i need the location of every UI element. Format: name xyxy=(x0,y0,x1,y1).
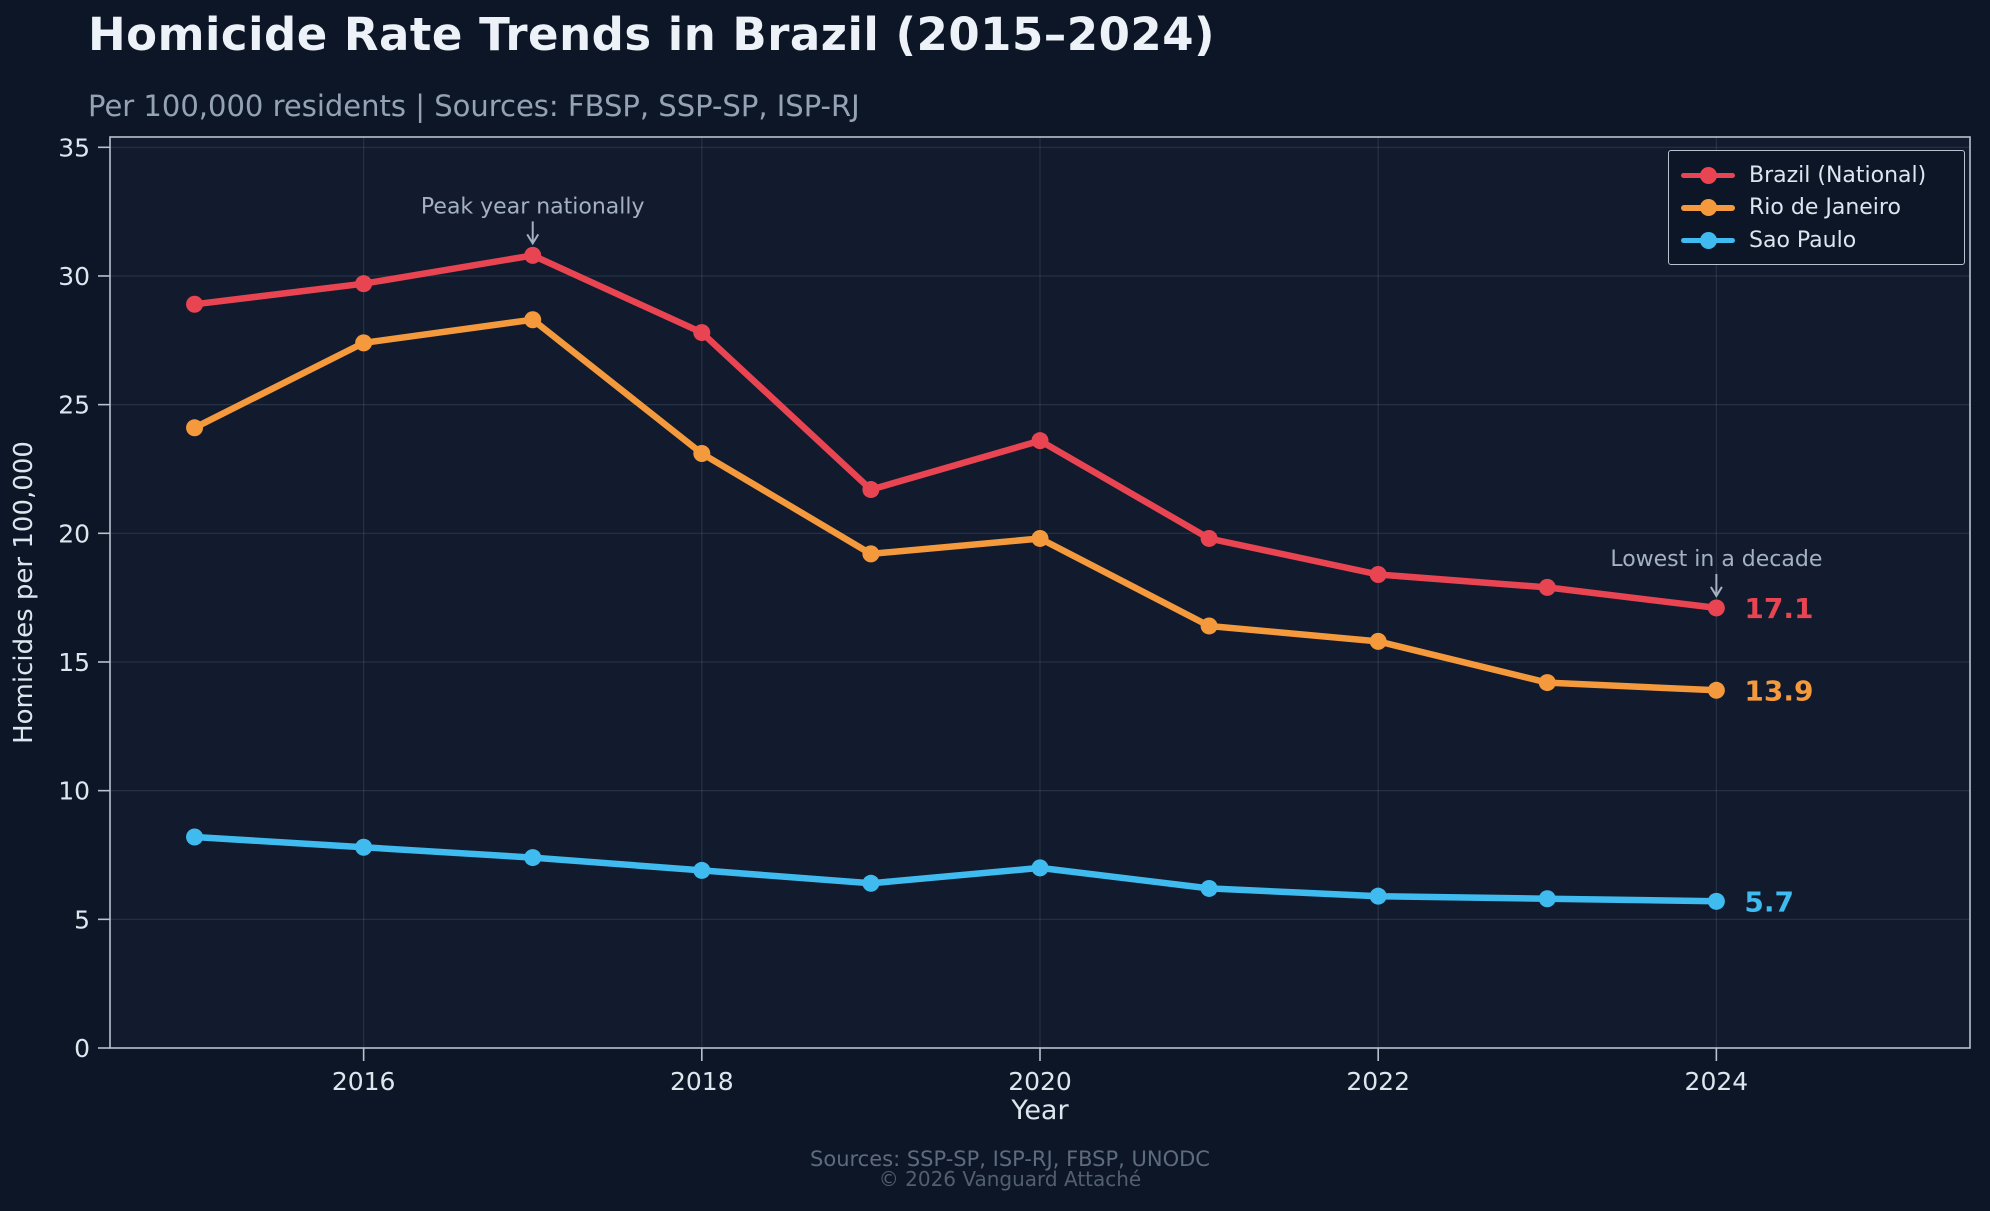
data-point-sao-paulo-2020 xyxy=(1031,859,1049,877)
series-line-brazil-national xyxy=(191,252,1720,612)
y-tick-label-10: 10 xyxy=(58,777,90,806)
data-point-sao-paulo-2019 xyxy=(862,874,880,892)
data-point-rio-de-janeiro-2020 xyxy=(1031,529,1049,547)
y-tick-label-25: 25 xyxy=(58,391,90,420)
data-point-rio-de-janeiro-2017 xyxy=(524,311,542,329)
end-value-label-sao-paulo: 5.7 xyxy=(1744,885,1794,918)
data-point-rio-de-janeiro-2024 xyxy=(1707,681,1725,699)
end-value-label-rio-de-janeiro: 13.9 xyxy=(1744,674,1813,707)
data-point-sao-paulo-2017 xyxy=(524,849,542,867)
x-tick-label-2022: 2022 xyxy=(1346,1067,1410,1096)
data-point-brazil-national-2024 xyxy=(1707,599,1725,617)
x-tick-label-2024: 2024 xyxy=(1685,1067,1749,1096)
y-tick-label-0: 0 xyxy=(74,1034,90,1063)
annotation-arrow-head xyxy=(526,233,540,246)
series-line-sao-paulo xyxy=(191,833,1720,905)
x-axis-label: Year xyxy=(1010,1095,1069,1126)
legend: Brazil (National) Rio de Janeiro Sao Paulo xyxy=(1668,150,1965,265)
legend-label: Brazil (National) xyxy=(1749,162,1927,188)
data-point-rio-de-janeiro-2023 xyxy=(1538,674,1556,692)
y-tick-label-20: 20 xyxy=(58,519,90,548)
x-tick-label-2018: 2018 xyxy=(670,1067,734,1096)
footer-copyright: © 2026 Vanguard Attaché xyxy=(878,1167,1142,1191)
y-axis-label: Homicides per 100,000 xyxy=(9,441,39,744)
data-point-brazil-national-2015 xyxy=(186,295,204,313)
annotation-arrow-head xyxy=(1710,586,1723,598)
data-point-sao-paulo-2021 xyxy=(1200,879,1218,897)
data-point-rio-de-janeiro-2022 xyxy=(1369,632,1387,650)
plot-area xyxy=(110,137,1970,1048)
legend-item-brazil-national: Brazil (National) xyxy=(1681,163,1956,188)
legend-label: Rio de Janeiro xyxy=(1749,195,1901,220)
data-point-rio-de-janeiro-2015 xyxy=(186,419,204,437)
legend-label: Sao Paulo xyxy=(1749,227,1857,253)
data-point-rio-de-janeiro-2019 xyxy=(862,545,880,563)
data-point-brazil-national-2021 xyxy=(1200,529,1218,547)
x-tick-label-2016: 2016 xyxy=(332,1067,396,1096)
data-point-rio-de-janeiro-2021 xyxy=(1200,617,1218,635)
data-point-rio-de-janeiro-2018 xyxy=(693,445,711,463)
chart-subtitle: Per 100,000 residents | Sources: FBSP, S… xyxy=(88,89,860,123)
data-point-brazil-national-2018 xyxy=(693,324,711,342)
data-point-brazil-national-2022 xyxy=(1369,565,1387,583)
legend-marker-icon xyxy=(1681,230,1735,250)
legend-item-rio-de-janeiro: Rio de Janeiro xyxy=(1681,195,1956,220)
y-tick-label-30: 30 xyxy=(58,262,90,291)
y-tick-label-35: 35 xyxy=(58,133,90,162)
data-point-brazil-national-2023 xyxy=(1538,578,1556,596)
data-point-sao-paulo-2022 xyxy=(1369,887,1387,905)
data-point-brazil-national-2019 xyxy=(862,481,880,499)
data-point-brazil-national-2016 xyxy=(355,275,373,293)
series-line-rio-de-janeiro xyxy=(191,316,1720,694)
data-point-sao-paulo-2018 xyxy=(693,861,711,879)
legend-item-sao-paulo: Sao Paulo xyxy=(1681,228,1956,253)
data-point-sao-paulo-2023 xyxy=(1538,890,1556,908)
data-point-brazil-national-2020 xyxy=(1031,432,1049,450)
legend-marker-icon xyxy=(1681,198,1735,218)
data-point-brazil-national-2017 xyxy=(524,246,542,264)
chart-title: Homicide Rate Trends in Brazil (2015–202… xyxy=(88,8,1216,61)
y-tick-label-15: 15 xyxy=(58,648,90,677)
legend-marker-icon xyxy=(1681,165,1735,185)
data-point-sao-paulo-2015 xyxy=(186,828,204,846)
annotation-text-lowest-in-a-decade: Lowest in a decade xyxy=(1610,547,1822,572)
data-point-rio-de-janeiro-2016 xyxy=(355,334,373,352)
data-point-sao-paulo-2024 xyxy=(1707,892,1725,910)
annotation-text-peak-year-nationally: Peak year nationally xyxy=(421,194,645,219)
x-tick-label-2020: 2020 xyxy=(1008,1067,1072,1096)
data-point-sao-paulo-2016 xyxy=(355,838,373,856)
end-value-label-brazil-national: 17.1 xyxy=(1744,592,1813,625)
y-tick-label-5: 5 xyxy=(74,905,90,934)
footer-sources: Sources: SSP-SP, ISP-RJ, FBSP, UNODC xyxy=(810,1147,1210,1171)
